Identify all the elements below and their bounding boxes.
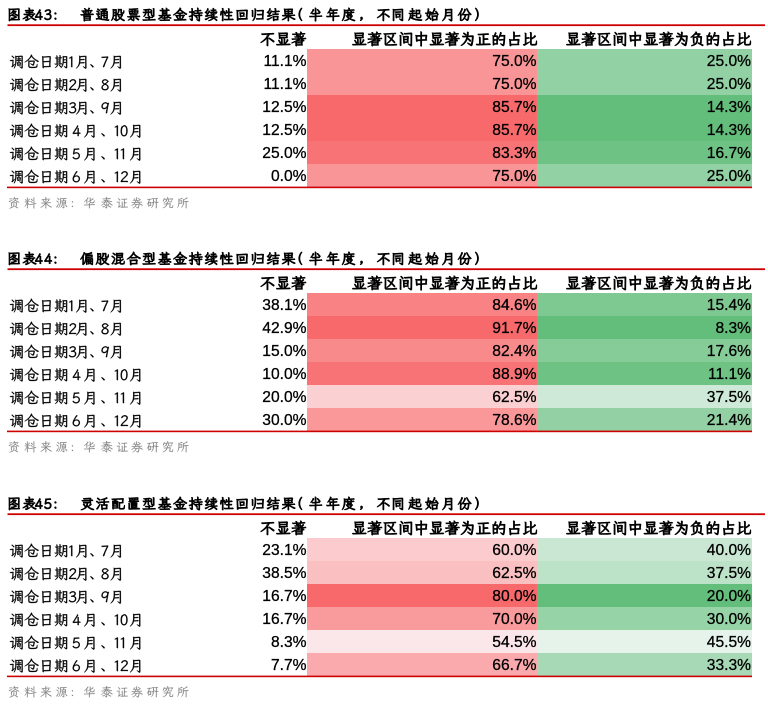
- svg-text:30.0%: 30.0%: [707, 611, 751, 628]
- svg-text:14.3%: 14.3%: [707, 122, 751, 139]
- svg-text:62.5%: 62.5%: [492, 389, 536, 406]
- svg-text:11.1%: 11.1%: [263, 76, 306, 93]
- svg-text:7.7%: 7.7%: [271, 657, 307, 674]
- svg-text:88.9%: 88.9%: [492, 366, 536, 383]
- svg-text:83.3%: 83.3%: [492, 145, 536, 162]
- svg-text:20.0%: 20.0%: [262, 389, 306, 406]
- svg-text:60.0%: 60.0%: [492, 542, 536, 559]
- svg-text:33.3%: 33.3%: [707, 657, 751, 674]
- svg-text:8.3%: 8.3%: [715, 320, 751, 337]
- svg-text:85.7%: 85.7%: [492, 99, 536, 116]
- svg-text:75.0%: 75.0%: [492, 168, 536, 185]
- svg-text:8.3%: 8.3%: [271, 634, 307, 651]
- svg-text:38.1%: 38.1%: [262, 297, 306, 314]
- svg-text:84.6%: 84.6%: [492, 297, 536, 314]
- svg-text:45.5%: 45.5%: [707, 634, 751, 651]
- svg-text:16.7%: 16.7%: [262, 611, 306, 628]
- svg-text:0.0%: 0.0%: [271, 168, 307, 185]
- svg-text:10.0%: 10.0%: [262, 366, 306, 383]
- svg-text:70.0%: 70.0%: [492, 611, 536, 628]
- svg-text:23.1%: 23.1%: [262, 542, 306, 559]
- svg-text:82.4%: 82.4%: [492, 343, 536, 360]
- svg-text:78.6%: 78.6%: [492, 412, 536, 429]
- svg-text:20.0%: 20.0%: [707, 588, 751, 605]
- svg-text:30.0%: 30.0%: [262, 412, 306, 429]
- svg-text:16.7%: 16.7%: [707, 145, 751, 162]
- svg-text:25.0%: 25.0%: [262, 145, 306, 162]
- svg-text:11.1%: 11.1%: [708, 366, 751, 383]
- svg-text:37.5%: 37.5%: [707, 389, 751, 406]
- svg-text:75.0%: 75.0%: [492, 76, 536, 93]
- svg-text:40.0%: 40.0%: [707, 542, 751, 559]
- svg-text:17.6%: 17.6%: [707, 343, 751, 360]
- svg-text:80.0%: 80.0%: [492, 588, 536, 605]
- svg-text:37.5%: 37.5%: [707, 565, 751, 582]
- svg-text:38.5%: 38.5%: [262, 565, 306, 582]
- svg-text:42.9%: 42.9%: [262, 320, 306, 337]
- svg-text:25.0%: 25.0%: [707, 53, 751, 70]
- svg-text:12.5%: 12.5%: [262, 122, 306, 139]
- svg-text:25.0%: 25.0%: [707, 76, 751, 93]
- svg-text:12.5%: 12.5%: [262, 99, 306, 116]
- svg-text:75.0%: 75.0%: [492, 53, 536, 70]
- svg-text:15.0%: 15.0%: [262, 343, 306, 360]
- svg-text:62.5%: 62.5%: [492, 565, 536, 582]
- svg-text:14.3%: 14.3%: [707, 99, 751, 116]
- svg-text:85.7%: 85.7%: [492, 122, 536, 139]
- svg-text:11.1%: 11.1%: [263, 53, 306, 70]
- svg-text:66.7%: 66.7%: [492, 657, 536, 674]
- svg-text:16.7%: 16.7%: [262, 588, 306, 605]
- svg-text:21.4%: 21.4%: [707, 412, 751, 429]
- svg-text:54.5%: 54.5%: [492, 634, 536, 651]
- svg-text:91.7%: 91.7%: [492, 320, 536, 337]
- svg-text:15.4%: 15.4%: [707, 297, 751, 314]
- svg-text:25.0%: 25.0%: [707, 168, 751, 185]
